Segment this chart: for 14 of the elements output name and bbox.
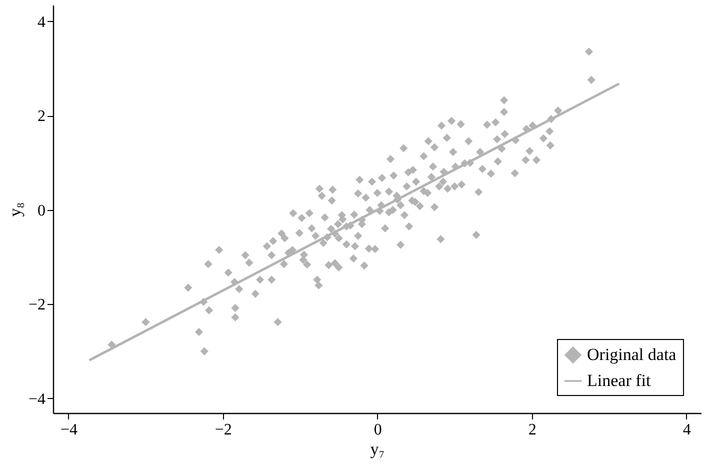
x-tick-label: −4 <box>60 422 78 438</box>
x-tick-label: 4 <box>682 422 691 438</box>
x-tick-label: −2 <box>214 422 232 438</box>
legend-label: Original data <box>587 345 677 364</box>
y-tick-label: 4 <box>38 14 46 31</box>
y-tick-label: −4 <box>28 390 46 408</box>
x-axis-title: y₇ <box>370 440 385 458</box>
y-axis-title: y₈ <box>5 202 24 217</box>
y-tick-label: 2 <box>38 108 46 126</box>
y-tick-label: 0 <box>38 202 46 220</box>
x-tick-label: 2 <box>528 422 536 438</box>
legend-label: Linear fit <box>587 371 651 390</box>
x-tick-label: 0 <box>374 422 382 438</box>
y-tick-label: −2 <box>28 296 46 314</box>
